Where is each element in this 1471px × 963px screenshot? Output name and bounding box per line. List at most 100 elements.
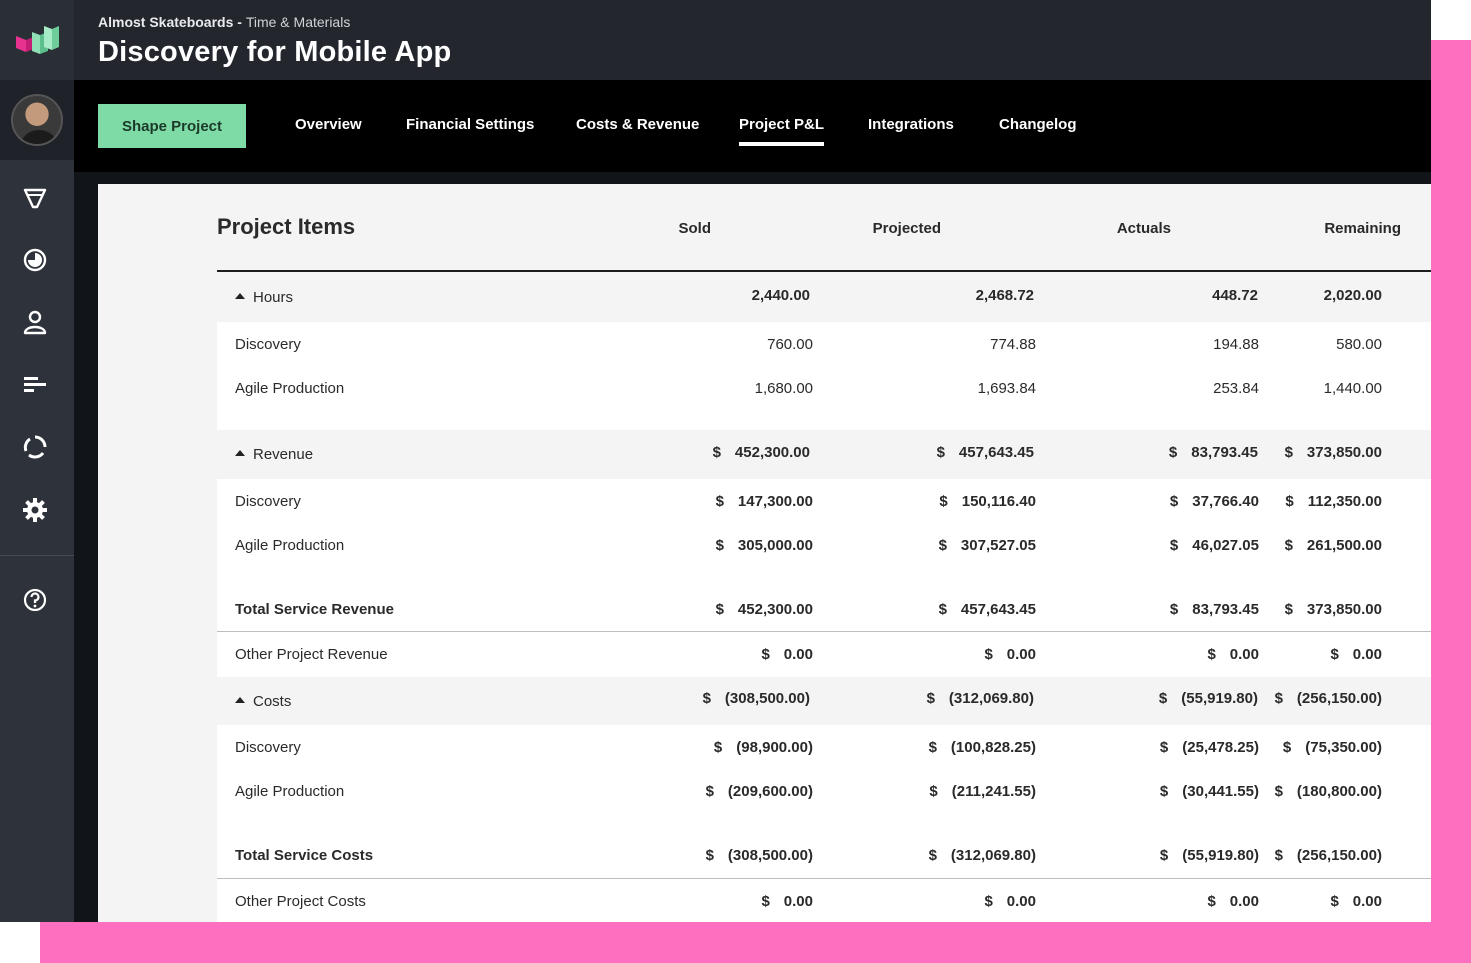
revenue-total-projected: $457,643.45	[937, 444, 1034, 461]
table-cell: $46,027.05	[1170, 537, 1259, 554]
table-cell: $0.00	[1330, 646, 1382, 663]
project-pl-panel: Project Items Sold Projected Actuals Rem…	[98, 184, 1431, 922]
currency-symbol: $	[715, 537, 724, 554]
costs-total-projected: $ (312,069.80)	[927, 690, 1034, 707]
table-row-label: Agile Production	[235, 537, 345, 554]
caret-up-icon[interactable]	[235, 293, 245, 299]
currency-symbol: $	[1207, 893, 1216, 910]
client-name[interactable]: Almost Skateboards	[98, 14, 234, 30]
group-row-costs[interactable]: Costs $ (308,500.00) $ (312,069.80) $ (55,9…	[217, 677, 1431, 725]
currency-symbol: $	[929, 783, 938, 800]
cell-value: 457,643.45	[960, 601, 1036, 618]
column-header-sold: Sold	[678, 220, 712, 237]
table-cell: $ (180,800.00)	[1275, 783, 1382, 800]
user-icon[interactable]	[20, 307, 50, 337]
cell-value: 0.00	[783, 893, 813, 910]
tab-overview[interactable]: Overview	[295, 116, 362, 133]
table-cell: $ (312,069.80)	[929, 847, 1036, 864]
table-cell: $ (256,150.00)	[1275, 847, 1382, 864]
cell-value: 0.00	[1229, 893, 1259, 910]
table-cell: 1,693.84	[977, 380, 1036, 397]
group-row-hours[interactable]: Hours 2,440.00 2,468.72 448.72 2,020.00	[217, 272, 1431, 322]
shape-project-button[interactable]: Shape Project	[98, 104, 246, 148]
table-cell: $ (75,350.00)	[1283, 739, 1382, 756]
avatar[interactable]	[11, 94, 63, 146]
table-row-label: Agile Production	[235, 783, 345, 800]
table-cell: $150,116.40	[939, 493, 1036, 510]
group-label-costs[interactable]: Costs	[235, 693, 291, 710]
currency-symbol: $	[1207, 646, 1216, 663]
cell-value: 46,027.05	[1192, 537, 1259, 554]
hours-detail-block: Discovery 760.00 774.88 194.88 580.00 Ag…	[217, 322, 1431, 430]
currency-symbol: $	[705, 783, 714, 800]
currency-symbol: $	[713, 739, 723, 756]
help-icon[interactable]	[20, 585, 50, 615]
cell-value: 261,500.00	[1306, 537, 1382, 554]
cell-value: (209,600.00)	[727, 783, 813, 800]
funnel-icon[interactable]	[20, 183, 50, 213]
list-icon[interactable]	[20, 370, 50, 400]
clock-icon[interactable]	[20, 245, 50, 275]
table-cell: $307,527.05	[939, 537, 1036, 554]
table-cell: $0.00	[1207, 893, 1259, 910]
header-divider	[217, 270, 1431, 272]
costs-detail-block: Discovery $ (98,900.00) $ (100,828.25) $ (2…	[217, 725, 1431, 878]
other-project-costs-row: Other Project Costs $0.00 $0.00 $0.00 $0…	[217, 878, 1431, 922]
currency-symbol: $	[1282, 739, 1292, 756]
cell-value: (211,241.55)	[951, 783, 1036, 800]
tab-costs-revenue[interactable]: Costs & Revenue	[576, 116, 700, 133]
group-label-revenue[interactable]: Revenue	[235, 446, 313, 463]
cell-value: (308,500.00)	[724, 690, 810, 707]
tab-changelog[interactable]: Changelog	[999, 116, 1077, 133]
hours-total-sold: 2,440.00	[751, 287, 810, 304]
table-cell: $ (211,241.55)	[929, 783, 1036, 800]
currency-symbol: $	[1330, 646, 1339, 663]
group-row-revenue[interactable]: Revenue $452,300.00 $457,643.45 $83,793.…	[217, 430, 1431, 479]
cell-value: 0.00	[1352, 646, 1382, 663]
currency-symbol: $	[1158, 690, 1168, 707]
tab-financial-settings[interactable]: Financial Settings	[406, 116, 535, 133]
currency-symbol: $	[938, 537, 947, 554]
table-cell: $373,850.00	[1285, 601, 1382, 618]
cell-value: (55,919.80)	[1181, 690, 1258, 707]
app-logo[interactable]	[0, 0, 74, 80]
cell-value: 452,300.00	[734, 444, 810, 461]
currency-symbol: $	[1274, 847, 1283, 864]
table-cell: $ (308,500.00)	[706, 847, 813, 864]
table-cell: $83,793.45	[1170, 601, 1259, 618]
table-cell: $457,643.45	[939, 601, 1036, 618]
table-cell: $0.00	[984, 646, 1036, 663]
currency-symbol: $	[1169, 601, 1179, 618]
table-cell: 194.88	[1213, 336, 1259, 353]
currency-symbol: $	[939, 493, 948, 510]
cell-value: (75,350.00)	[1305, 739, 1382, 756]
gear-icon[interactable]	[20, 495, 50, 525]
cycle-icon[interactable]	[20, 432, 50, 462]
table-cell: $ (98,900.00)	[714, 739, 813, 756]
table-cell: $112,350.00	[1285, 493, 1382, 510]
currency-symbol: $	[938, 601, 947, 618]
table-row-label: Agile Production	[235, 380, 345, 397]
revenue-detail-block: Discovery $147,300.00 $150,116.40 $37,76…	[217, 479, 1431, 631]
table-cell: $ (209,600.00)	[706, 783, 813, 800]
caret-up-icon[interactable]	[235, 697, 245, 703]
tab-project-pl[interactable]: Project P&L	[739, 116, 825, 146]
table-row-label: Discovery	[235, 739, 301, 756]
group-label-hours[interactable]: Hours	[235, 289, 293, 306]
tab-integrations[interactable]: Integrations	[868, 116, 954, 133]
table-cell: $0.00	[761, 893, 813, 910]
cell-value: 147,300.00	[737, 493, 813, 510]
currency-symbol: $	[705, 847, 714, 864]
currency-symbol: $	[1284, 444, 1293, 461]
table-cell: $ (30,441.55)	[1160, 783, 1259, 800]
cell-value: 112,350.00	[1307, 493, 1382, 510]
currency-symbol: $	[928, 739, 937, 756]
revenue-total-remaining: $373,850.00	[1285, 444, 1382, 461]
user-avatar-container[interactable]	[0, 80, 74, 160]
table-cell: 1,680.00	[754, 380, 813, 397]
table-cell: $0.00	[984, 893, 1036, 910]
caret-up-icon[interactable]	[235, 450, 245, 456]
revenue-total-sold: $452,300.00	[713, 444, 810, 461]
currency-symbol: $	[936, 444, 945, 461]
cell-value: 305,000.00	[737, 537, 813, 554]
